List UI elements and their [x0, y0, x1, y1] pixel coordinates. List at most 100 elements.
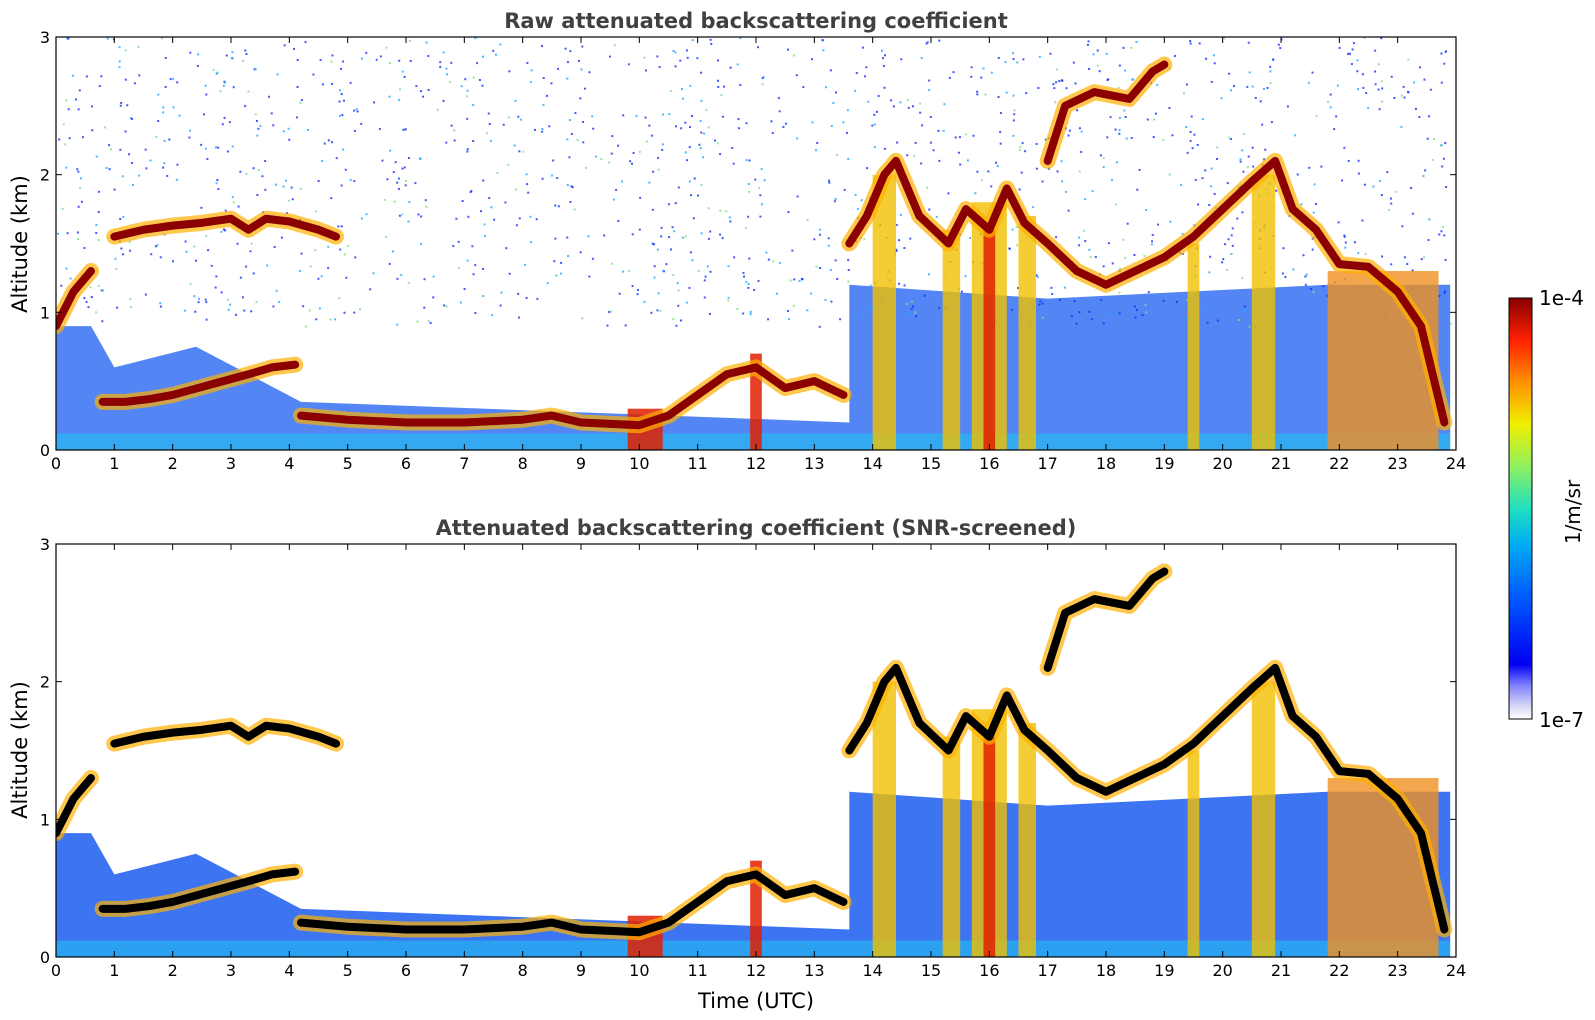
- screened-backscatter-panel: Attenuated backscattering coefficient (S…: [8, 516, 1466, 1013]
- x-tick-label: 16: [979, 454, 999, 473]
- cloud-layer: [56, 267, 95, 331]
- colorbar: 1e-4 1e-7 1/m/sr: [1508, 286, 1585, 732]
- x-tick-label: 10: [629, 961, 649, 980]
- precip-column: [1327, 778, 1439, 957]
- chart-title: Raw attenuated backscattering coefficien…: [504, 9, 1008, 33]
- x-tick-label: 0: [51, 961, 61, 980]
- x-tick-label: 24: [1446, 961, 1466, 980]
- x-tick-label: 21: [1271, 961, 1291, 980]
- x-tick-label: 12: [746, 454, 766, 473]
- x-tick-label: 7: [459, 454, 469, 473]
- cloud-layer: [110, 214, 340, 241]
- x-tick-label: 5: [343, 454, 353, 473]
- x-tick-label: 15: [921, 454, 941, 473]
- x-tick-label: 16: [979, 961, 999, 980]
- y-axis-label: Altitude (km): [8, 681, 32, 819]
- cloud-layer: [1043, 60, 1169, 165]
- x-axis-ticks: 0 1 2 3 4 5 6 7 8 9 10 11 12 13 14 15 16 17 18 19 20 21 22 23 24: [51, 37, 1466, 473]
- x-tick-label: 1: [109, 961, 119, 980]
- precip-column: [1251, 174, 1276, 450]
- raw-backscatter-panel: Raw attenuated backscattering coefficien…: [8, 9, 1466, 473]
- precip-column: [1187, 243, 1200, 450]
- cloud-layers: [56, 56, 1453, 434]
- cloud-layer: [110, 721, 340, 748]
- x-tick-label: 5: [343, 961, 353, 980]
- cloud-layer: [845, 663, 1449, 934]
- x-axis-label: Time (UTC): [697, 989, 814, 1013]
- cloud-layer: [297, 363, 848, 430]
- x-tick-label: 8: [518, 961, 528, 980]
- x-tick-label: 21: [1271, 454, 1291, 473]
- y-tick-label: 1: [40, 810, 50, 829]
- x-tick-label: 23: [1387, 961, 1407, 980]
- x-tick-label: 9: [576, 961, 586, 980]
- precip-column: [1187, 750, 1200, 957]
- colorbar-gradient: [1508, 297, 1533, 720]
- x-tick-label: 12: [746, 961, 766, 980]
- x-tick-label: 0: [51, 454, 61, 473]
- precip-column: [1327, 271, 1439, 450]
- x-tick-label: 18: [1096, 961, 1116, 980]
- y-tick-label: 2: [40, 673, 50, 692]
- x-tick-label: 23: [1387, 454, 1407, 473]
- x-tick-label: 14: [862, 961, 882, 980]
- heatmap-field: [56, 37, 1453, 450]
- y-tick-label: 3: [40, 28, 50, 47]
- precip-core: [750, 353, 762, 450]
- x-tick-label: 11: [687, 454, 707, 473]
- precip-core: [750, 860, 762, 957]
- x-tick-label: 10: [629, 454, 649, 473]
- x-tick-label: 7: [459, 961, 469, 980]
- colorbar-unit-label: 1/m/sr: [1561, 479, 1585, 544]
- x-tick-label: 22: [1329, 961, 1349, 980]
- precip-column: [872, 681, 896, 957]
- x-tick-label: 22: [1329, 454, 1349, 473]
- x-axis-ticks: 0 1 2 3 4 5 6 7 8 9 10 11 12 13 14 15 16 17 18 19 20 21 22 23 24: [51, 544, 1466, 980]
- x-tick-label: 3: [226, 961, 236, 980]
- x-tick-label: 4: [284, 961, 294, 980]
- precip-column: [1018, 215, 1036, 450]
- x-tick-label: 19: [1154, 961, 1174, 980]
- x-tick-label: 2: [168, 454, 178, 473]
- precip-column: [942, 736, 961, 957]
- x-tick-label: 11: [687, 961, 707, 980]
- cloud-layer: [98, 867, 300, 913]
- boundary-layer-region: [56, 791, 1451, 957]
- y-tick-label: 1: [40, 303, 50, 322]
- precip-core: [983, 736, 996, 957]
- y-tick-label: 3: [40, 535, 50, 554]
- x-tick-label: 6: [401, 454, 411, 473]
- x-tick-label: 19: [1154, 454, 1174, 473]
- x-tick-label: 1: [109, 454, 119, 473]
- cloud-layer: [1043, 567, 1169, 672]
- x-tick-label: 13: [804, 961, 824, 980]
- boundary-layer-region: [56, 284, 1451, 450]
- y-axis-label: Altitude (km): [8, 175, 32, 313]
- colorbar-max-label: 1e-4: [1539, 286, 1584, 310]
- cloud-layer: [845, 156, 1449, 427]
- colorbar-min-label: 1e-7: [1539, 708, 1584, 732]
- x-tick-label: 18: [1096, 454, 1116, 473]
- y-tick-label: 2: [40, 166, 50, 185]
- x-tick-label: 20: [1212, 961, 1232, 980]
- x-tick-label: 4: [284, 454, 294, 473]
- x-tick-label: 15: [921, 961, 941, 980]
- cloud-layer: [297, 870, 848, 937]
- precip-core: [983, 229, 996, 450]
- x-tick-label: 2: [168, 961, 178, 980]
- chart-title: Attenuated backscattering coefficient (S…: [436, 516, 1077, 540]
- x-tick-label: 20: [1212, 454, 1232, 473]
- precip-column: [1251, 681, 1276, 957]
- heatmap-field: [56, 563, 1453, 957]
- x-tick-label: 6: [401, 961, 411, 980]
- x-tick-label: 3: [226, 454, 236, 473]
- precip-column: [872, 174, 896, 450]
- cloud-layers: [56, 563, 1453, 941]
- x-tick-label: 17: [1037, 961, 1057, 980]
- x-tick-label: 24: [1446, 454, 1466, 473]
- x-tick-label: 13: [804, 454, 824, 473]
- cloud-layer: [98, 360, 300, 406]
- y-axis-ticks: 0 1 2 3: [40, 28, 1456, 460]
- x-tick-label: 17: [1037, 454, 1057, 473]
